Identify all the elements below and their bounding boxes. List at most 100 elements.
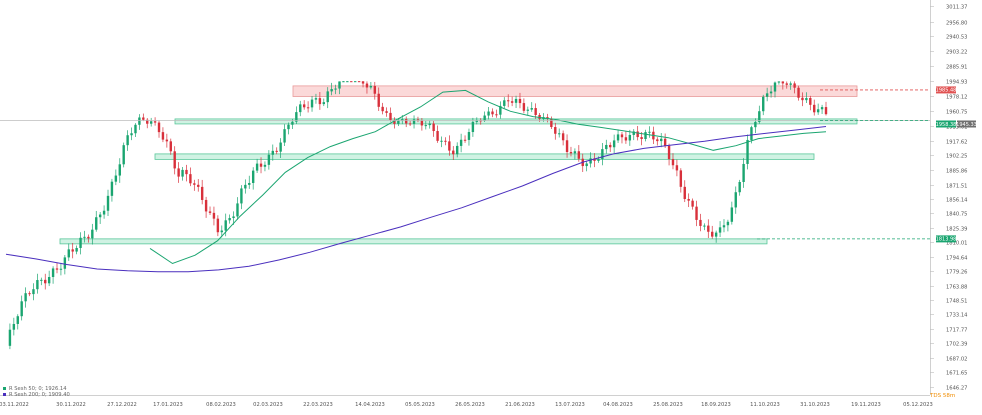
candle-body bbox=[436, 131, 439, 141]
candle-body bbox=[401, 119, 404, 121]
candle-body bbox=[785, 83, 788, 85]
candle-body bbox=[463, 139, 467, 141]
price-label-box bbox=[936, 235, 956, 243]
candle-body bbox=[193, 183, 196, 185]
candle-body bbox=[161, 132, 165, 140]
price-label-box bbox=[957, 120, 976, 128]
y-tick-label: 2940.53 bbox=[946, 35, 967, 41]
candle-body bbox=[134, 124, 137, 134]
candle-body bbox=[146, 119, 149, 124]
candle-body bbox=[357, 81, 361, 83]
candle-body bbox=[577, 151, 581, 159]
candle-body bbox=[361, 81, 365, 84]
candle-body bbox=[632, 131, 635, 135]
candle-body bbox=[216, 218, 220, 233]
candle-body bbox=[322, 102, 325, 105]
candle-body bbox=[240, 188, 243, 204]
candle-body bbox=[483, 115, 486, 121]
candle-body bbox=[691, 200, 694, 207]
candle-body bbox=[91, 229, 94, 239]
candle-body bbox=[734, 192, 737, 208]
y-tick-label: 1646.27 bbox=[946, 386, 967, 392]
candle-body bbox=[628, 134, 632, 141]
candle-body bbox=[616, 134, 620, 141]
plot-background bbox=[0, 0, 930, 395]
candle-body bbox=[758, 111, 761, 122]
candle-body bbox=[291, 121, 294, 125]
candle-body bbox=[510, 101, 514, 103]
candle-body bbox=[299, 104, 302, 113]
candle-body bbox=[561, 133, 565, 141]
y-tick-label: 3011.37 bbox=[946, 5, 967, 11]
candle-body bbox=[67, 249, 70, 258]
candle-body bbox=[820, 107, 824, 110]
candle-body bbox=[765, 93, 769, 97]
candle-body bbox=[95, 217, 98, 230]
price-label-text: 1945.33 bbox=[956, 122, 977, 128]
candle-body bbox=[565, 140, 569, 153]
candle-body bbox=[32, 289, 35, 295]
candle-body bbox=[397, 120, 400, 124]
candle-body bbox=[177, 168, 180, 177]
candle-body bbox=[601, 149, 604, 160]
candle-body bbox=[777, 81, 781, 83]
candle-body bbox=[660, 138, 663, 142]
y-tick-label: 1687.02 bbox=[946, 357, 967, 363]
candle-body bbox=[263, 164, 267, 167]
candle-body bbox=[365, 83, 369, 88]
price-label-box bbox=[936, 120, 956, 128]
y-tick-label: 1794.64 bbox=[946, 256, 968, 262]
x-tick-label: 30.11.2022 bbox=[56, 402, 86, 408]
zone-support-1 bbox=[174, 118, 858, 125]
candle-body bbox=[593, 158, 596, 161]
candle-body bbox=[428, 123, 431, 126]
candle-body bbox=[467, 132, 471, 140]
candle-body bbox=[420, 120, 424, 126]
candle-body bbox=[805, 98, 808, 101]
ma50-line bbox=[149, 89, 827, 265]
y-tick-label: 1748.51 bbox=[946, 299, 967, 305]
x-tick-label: 26.05.2023 bbox=[455, 402, 485, 408]
candle-body bbox=[424, 125, 428, 127]
candle-body bbox=[169, 141, 172, 152]
candle-body bbox=[334, 88, 337, 90]
candle-body bbox=[589, 158, 592, 164]
candle-body bbox=[236, 203, 239, 217]
candle-body bbox=[663, 138, 667, 146]
candle-body bbox=[675, 165, 679, 171]
y-tick-label: 1994.93 bbox=[946, 80, 967, 86]
candle-body bbox=[63, 257, 67, 269]
y-tick-label: 2903.22 bbox=[946, 50, 967, 56]
candle-body bbox=[287, 124, 290, 130]
candle-body bbox=[346, 81, 349, 83]
candle-body bbox=[707, 225, 710, 232]
candle-body bbox=[385, 111, 388, 113]
x-tick-label: 25.08.2023 bbox=[653, 402, 683, 408]
price-label-box bbox=[936, 86, 956, 94]
candle-body bbox=[393, 119, 396, 124]
candle-body bbox=[212, 212, 216, 219]
candle-body bbox=[295, 112, 298, 122]
candle-body bbox=[487, 111, 490, 116]
candle-body bbox=[538, 114, 541, 119]
candle-body bbox=[83, 236, 86, 238]
candle-body bbox=[200, 186, 204, 200]
candle-body bbox=[24, 293, 27, 302]
y-tick-label: 1810.01 bbox=[946, 241, 967, 247]
y-tick-label: 2885.91 bbox=[946, 65, 967, 71]
countdown-label: TDS 58m bbox=[929, 393, 955, 399]
price-label-text: 1958.38 bbox=[936, 122, 957, 128]
zone-support-3 bbox=[59, 238, 768, 245]
candle-body bbox=[12, 323, 16, 330]
candle-body bbox=[275, 150, 278, 152]
y-tick-label: 1717.77 bbox=[946, 328, 967, 334]
x-tick-label: 02.03.2023 bbox=[253, 402, 283, 408]
candle-body bbox=[79, 237, 82, 248]
candle-body bbox=[326, 91, 329, 103]
candle-body bbox=[475, 120, 479, 122]
candle-body bbox=[722, 225, 726, 228]
ma200-line bbox=[5, 126, 827, 273]
candle-body bbox=[232, 216, 235, 219]
candle-body bbox=[459, 139, 463, 146]
